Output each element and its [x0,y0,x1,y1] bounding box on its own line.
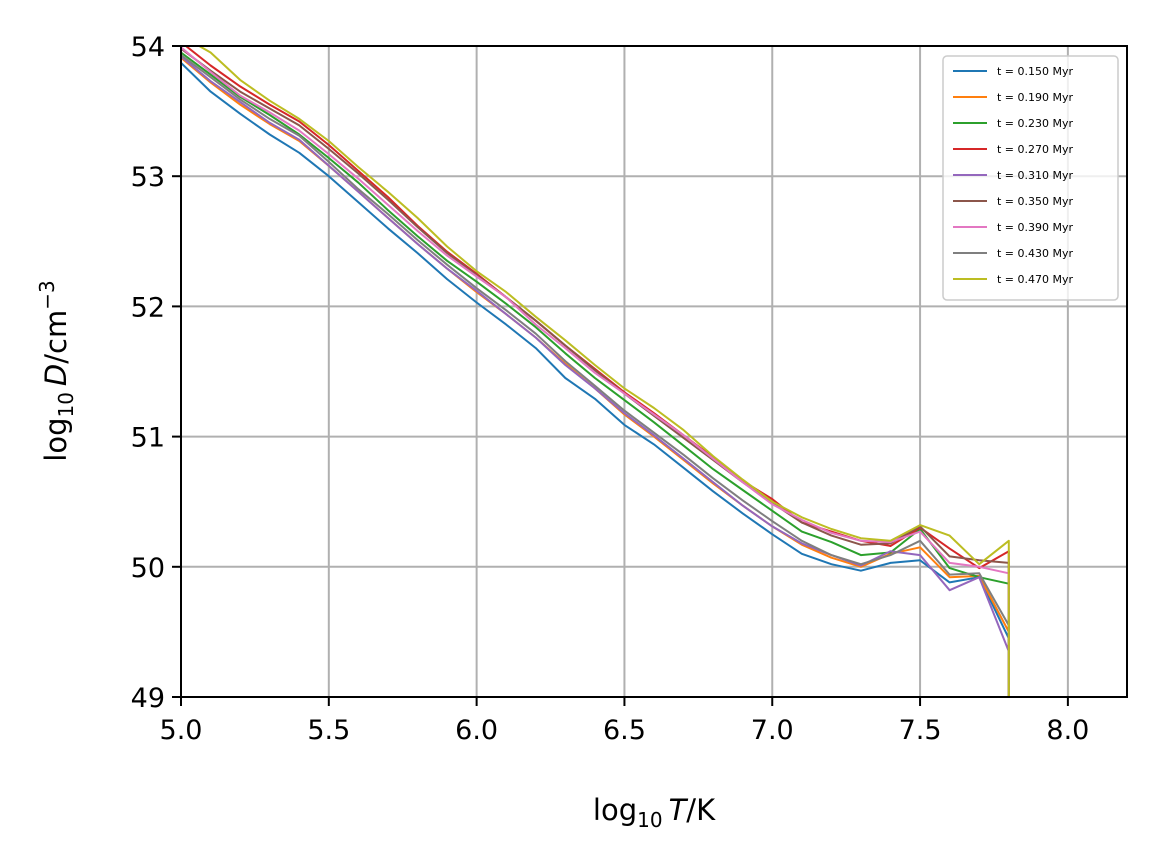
legend-label: t = 0.270 Myr [997,143,1074,156]
series-line-9 [197,46,1010,697]
series-layer [181,46,1010,697]
legend-label: t = 0.470 Myr [997,273,1074,286]
series-line-7 [181,46,1010,697]
y-tick-label: 54 [131,32,165,63]
legend-label: t = 0.190 Myr [997,91,1074,104]
plot-frame [180,45,1128,698]
x-axis-label-unit: /K [686,793,716,827]
x-tick-label: 8.0 [1046,715,1089,746]
y-axis-label-prefix: log [39,418,73,462]
series-line-1 [181,62,1010,697]
legend-label: t = 0.430 Myr [997,247,1074,260]
legend-label: t = 0.230 Myr [997,117,1074,130]
legend-label: t = 0.350 Myr [997,195,1074,208]
y-tick-label: 49 [131,683,165,714]
x-tick-label: 6.0 [455,715,498,746]
series-line-8 [181,54,1010,697]
legend-frame [942,55,1119,301]
x-tick-label: 7.0 [751,715,794,746]
y-axis-label-sub: 10 [54,392,78,417]
x-tick-label: 5.5 [307,715,350,746]
x-axis-label-prefix: log [593,793,637,827]
y-tick-label: 53 [131,162,165,193]
y-axis-label: log10 D/cm−3 [35,280,78,461]
ticks: 5.0 5.5 6.0 6.5 7.0 7.5 8.0 49 50 51 52 53 54 [131,32,1090,746]
x-axis-label-var: T [669,793,689,827]
y-tick-label: 50 [131,553,165,584]
x-tick-label: 6.5 [603,715,646,746]
y-axis-label-var: D [39,364,73,386]
x-axis-label: log10 T/K [593,793,716,832]
y-tick-label: 52 [131,292,165,323]
x-tick-label: 5.0 [160,715,203,746]
legend-label: t = 0.310 Myr [997,169,1074,182]
y-axis-label-unit: /cm [39,310,73,364]
series-line-3 [181,51,1010,697]
y-tick-label: 51 [131,423,165,454]
legend: t = 0.150 Myr t = 0.190 Myr t = 0.230 Myr t… [942,55,1119,301]
x-axis-label-sub: 10 [637,808,662,832]
series-line-4 [184,46,1010,697]
legend-label: t = 0.150 Myr [997,65,1074,78]
y-axis-label-sup: −3 [35,280,59,309]
legend-label: t = 0.390 Myr [997,221,1074,234]
x-tick-label: 7.5 [899,715,942,746]
